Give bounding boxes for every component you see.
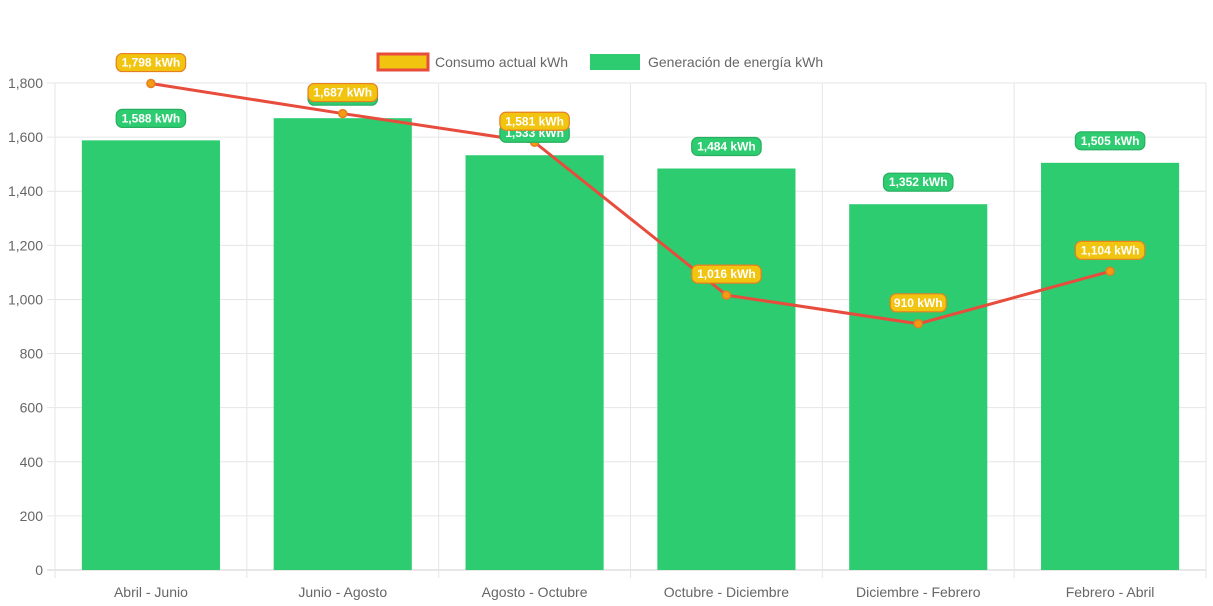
bar-value-label-background bbox=[691, 136, 762, 157]
x-tick-label: Junio - Agosto bbox=[298, 584, 387, 600]
y-tick-label: 1,000 bbox=[8, 291, 43, 307]
bar-generacion[interactable] bbox=[849, 204, 988, 570]
bar-generacion[interactable] bbox=[273, 118, 412, 570]
line-value-label: 910 kWh bbox=[889, 293, 947, 313]
x-tick-label: Febrero - Abril bbox=[1066, 584, 1155, 600]
bar-value-label-background bbox=[1074, 131, 1146, 151]
bar-value-label: 1,588 kWh bbox=[115, 108, 187, 128]
bar-value-label: 1,484 kWh bbox=[691, 136, 762, 157]
x-tick-label: Abril - Junio bbox=[114, 584, 188, 600]
bar-value-label-text: 1,505 kWh bbox=[1081, 134, 1140, 148]
bar-value-label-text: 1,484 kWh bbox=[697, 139, 756, 153]
bar-value-label-background bbox=[882, 172, 954, 192]
y-tick-label: 800 bbox=[20, 346, 44, 362]
legend[interactable]: Consumo actual kWh Generación de energía … bbox=[376, 52, 823, 72]
y-tick-label: 400 bbox=[20, 454, 44, 470]
line-value-label-background bbox=[115, 52, 187, 73]
legend-label-generacion: Generación de energía kWh bbox=[648, 54, 823, 70]
line-consumo bbox=[150, 82, 1111, 326]
bar-generacion[interactable] bbox=[1041, 162, 1180, 570]
bar-generacion[interactable] bbox=[81, 140, 220, 570]
line-value-label: 1,104 kWh bbox=[1074, 240, 1146, 260]
x-tick-label: Octubre - Diciembre bbox=[664, 584, 789, 600]
y-tick-label: 1,400 bbox=[8, 183, 43, 199]
line-point-consumo[interactable] bbox=[1105, 266, 1115, 277]
line-value-label: 1,016 kWh bbox=[691, 264, 762, 284]
line-value-label: 1,798 kWh bbox=[115, 52, 187, 73]
line-point-consumo[interactable] bbox=[338, 108, 348, 119]
x-tick-label: Diciembre - Febrero bbox=[856, 584, 981, 600]
line-value-label: 1,687 kWh bbox=[307, 82, 379, 103]
line-value-label-background bbox=[307, 82, 379, 103]
bar-value-label: 1,505 kWh bbox=[1074, 131, 1146, 151]
line-value-label-text: 1,581 kWh bbox=[505, 114, 564, 128]
line-value-label-text: 1,798 kWh bbox=[122, 56, 181, 70]
line-point-consumo[interactable] bbox=[146, 78, 156, 89]
legend-label-consumo: Consumo actual kWh bbox=[435, 54, 568, 70]
line-value-label-text: 1,104 kWh bbox=[1081, 243, 1140, 257]
line-value-label-background bbox=[889, 293, 947, 313]
bar-value-label-text: 1,588 kWh bbox=[122, 111, 181, 125]
line-value-label-background bbox=[499, 111, 570, 131]
line-point-consumo[interactable] bbox=[913, 319, 923, 329]
bar-generacion[interactable] bbox=[657, 168, 796, 571]
legend-swatch-generacion bbox=[590, 54, 640, 70]
line-value-label-text: 1,687 kWh bbox=[313, 86, 372, 100]
line-value-label-text: 910 kWh bbox=[894, 296, 943, 310]
y-tick-label: 1,800 bbox=[8, 75, 43, 91]
x-tick-label: Agosto - Octubre bbox=[482, 584, 588, 600]
line-value-label-background bbox=[1074, 240, 1146, 260]
bar-value-label: 1,352 kWh bbox=[882, 172, 954, 192]
y-tick-label: 600 bbox=[20, 400, 44, 416]
y-tick-label: 1,200 bbox=[8, 237, 43, 253]
axis-layer: 0 200 400 600 800 1,000 1,200 1,400 1,600 1,800 Ab… bbox=[8, 75, 1154, 600]
legend-item-consumo[interactable]: Consumo actual kWh bbox=[376, 52, 568, 72]
line-point-consumo[interactable] bbox=[721, 290, 732, 300]
legend-item-generacion[interactable]: Generación de energía kWh bbox=[590, 54, 823, 70]
legend-swatch-consumo bbox=[376, 52, 430, 72]
y-tick-label: 1,600 bbox=[8, 129, 43, 145]
bar-generacion[interactable] bbox=[465, 155, 604, 570]
line-value-label: 1,581 kWh bbox=[499, 111, 570, 131]
bar-value-label-text: 1,352 kWh bbox=[889, 175, 948, 189]
line-value-label-text: 1,016 kWh bbox=[697, 267, 756, 281]
grid-layer bbox=[47, 82, 1207, 578]
y-tick-label: 200 bbox=[20, 508, 44, 524]
bar-layer bbox=[81, 118, 1180, 571]
y-tick-label: 0 bbox=[35, 562, 43, 578]
line-value-label-background bbox=[691, 264, 762, 284]
bar-value-label-background bbox=[115, 108, 187, 128]
